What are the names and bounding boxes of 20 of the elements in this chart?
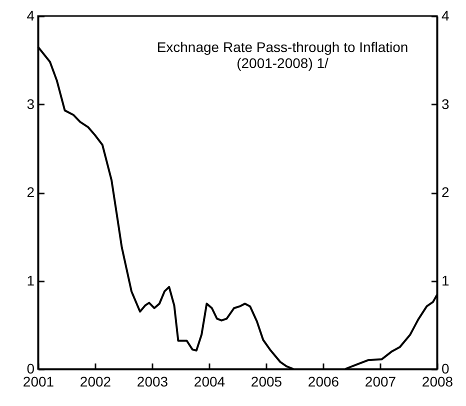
x-tick-label: 2004 — [194, 374, 226, 390]
x-tick-label: 2006 — [308, 374, 340, 390]
x-tick-label: 2005 — [250, 374, 282, 390]
y2-tick-label: 3 — [442, 96, 450, 112]
x-tick-label: 2007 — [364, 374, 396, 390]
text: (2001-2008) 1/ — [236, 55, 329, 71]
y-tick-label: 2 — [26, 184, 35, 200]
x-tick-label: 2001 — [22, 374, 54, 390]
x-tick-label: 2003 — [136, 374, 168, 390]
y-tick-label: 0 — [26, 360, 35, 376]
y2-tick-label: 1 — [442, 272, 450, 288]
x-tick-label: 2008 — [422, 374, 454, 390]
y-tick-label: 4 — [26, 8, 35, 24]
y2-tick-label: 0 — [442, 360, 450, 376]
y2-tick-label: 4 — [442, 8, 450, 24]
y2-tick-label: 2 — [442, 184, 450, 200]
y-tick-label: 1 — [26, 272, 35, 288]
y-tick-label: 3 — [26, 96, 35, 112]
text: Exchnage Rate Pass-through to Inflation — [156, 39, 408, 55]
x-tick-label: 2002 — [80, 374, 112, 390]
